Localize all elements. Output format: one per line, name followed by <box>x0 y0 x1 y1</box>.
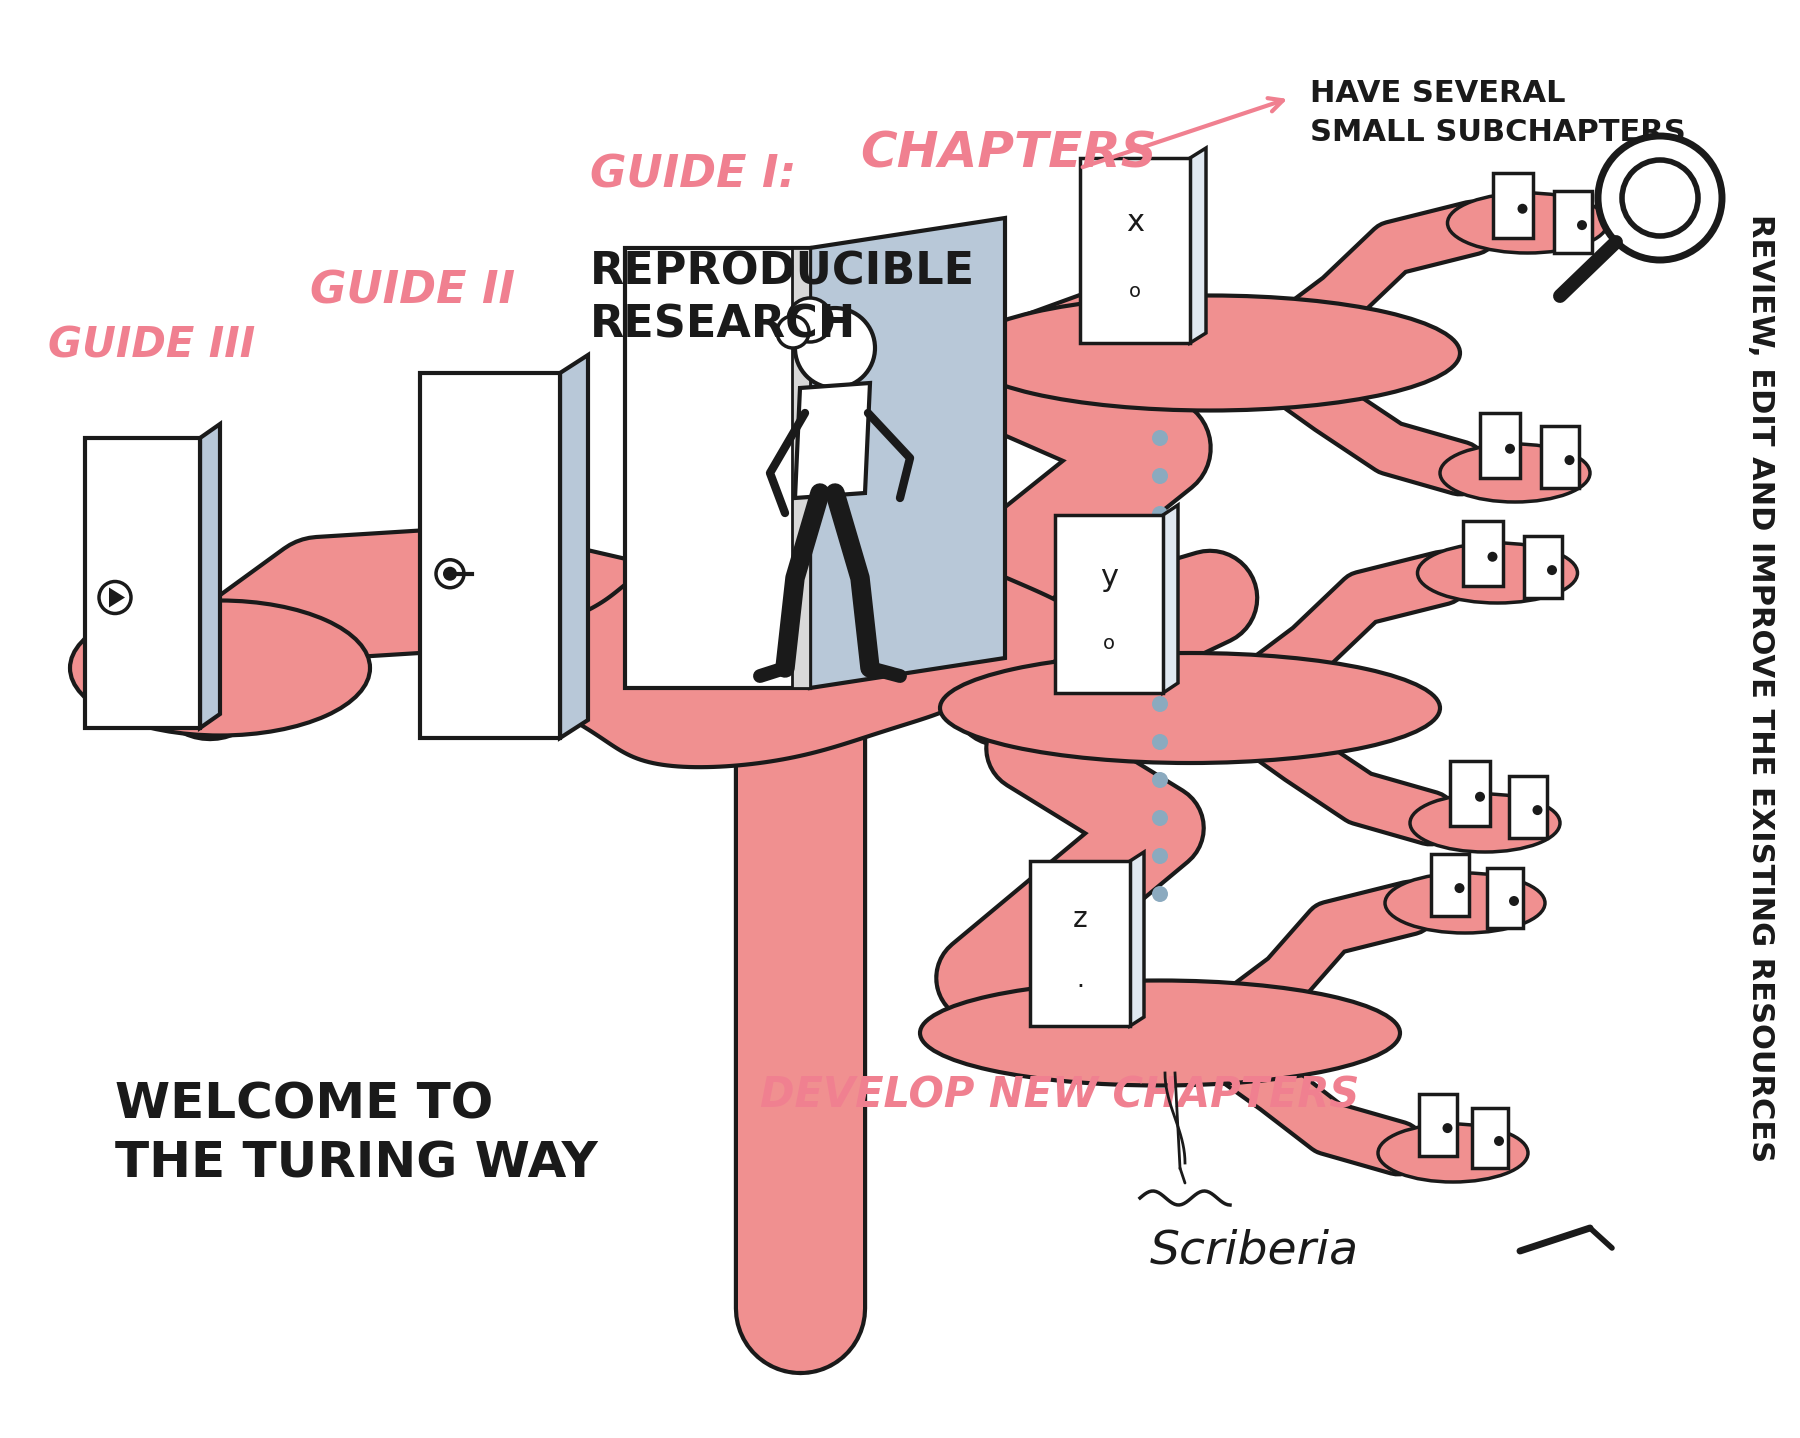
Text: o: o <box>1129 282 1141 301</box>
Circle shape <box>1598 137 1723 260</box>
Circle shape <box>1487 552 1498 562</box>
Polygon shape <box>1163 505 1177 693</box>
Text: GUIDE II: GUIDE II <box>310 269 515 312</box>
Text: o: o <box>1103 634 1114 653</box>
Bar <box>792 247 810 687</box>
Circle shape <box>1152 733 1168 751</box>
Bar <box>625 247 810 687</box>
Text: REVIEW, EDIT AND IMPROVE THE EXISTING RESOURCES: REVIEW, EDIT AND IMPROVE THE EXISTING RE… <box>1746 214 1775 1162</box>
Polygon shape <box>110 588 124 607</box>
Circle shape <box>1564 454 1575 464</box>
Circle shape <box>1152 467 1168 485</box>
Text: WELCOME TO
THE TURING WAY: WELCOME TO THE TURING WAY <box>115 1080 598 1188</box>
Bar <box>1523 536 1562 598</box>
Polygon shape <box>200 424 220 728</box>
Bar <box>1508 777 1546 838</box>
Circle shape <box>1152 696 1168 712</box>
Ellipse shape <box>1447 193 1607 253</box>
Text: x: x <box>1127 209 1145 237</box>
Circle shape <box>1454 883 1465 893</box>
Circle shape <box>1517 204 1528 214</box>
Circle shape <box>788 298 832 342</box>
Circle shape <box>443 567 457 581</box>
Text: GUIDE I:: GUIDE I: <box>590 154 796 197</box>
Text: HAVE SEVERAL
SMALL SUBCHAPTERS: HAVE SEVERAL SMALL SUBCHAPTERS <box>1310 79 1687 147</box>
Bar <box>1080 158 1190 344</box>
Bar <box>1480 413 1519 477</box>
Circle shape <box>1152 848 1168 864</box>
Polygon shape <box>1190 148 1206 344</box>
Circle shape <box>1577 220 1588 230</box>
Circle shape <box>796 308 875 388</box>
Circle shape <box>1152 659 1168 674</box>
Circle shape <box>1152 430 1168 446</box>
Circle shape <box>1152 506 1168 522</box>
Text: .: . <box>1076 968 1084 992</box>
Circle shape <box>1546 565 1557 575</box>
Ellipse shape <box>1379 1125 1528 1182</box>
Bar <box>1492 173 1532 239</box>
Circle shape <box>1152 772 1168 788</box>
Ellipse shape <box>1384 873 1544 933</box>
Bar <box>1472 1109 1508 1168</box>
Text: z: z <box>1073 905 1087 933</box>
Polygon shape <box>810 219 1004 687</box>
Bar <box>1451 761 1490 825</box>
Circle shape <box>1152 886 1168 902</box>
Ellipse shape <box>959 295 1460 410</box>
Circle shape <box>1152 544 1168 559</box>
Bar <box>419 372 560 738</box>
Polygon shape <box>491 538 1089 766</box>
Text: REPRODUCIBLE
RESEARCH: REPRODUCIBLE RESEARCH <box>590 250 976 347</box>
Bar <box>1462 521 1503 587</box>
Circle shape <box>1474 792 1485 802</box>
Text: Scriberia: Scriberia <box>1150 1228 1359 1273</box>
Ellipse shape <box>920 981 1400 1086</box>
Polygon shape <box>1130 851 1145 1025</box>
Circle shape <box>1494 1136 1505 1146</box>
Bar <box>1553 191 1591 253</box>
Circle shape <box>1622 160 1697 236</box>
Text: CHAPTERS: CHAPTERS <box>860 129 1157 178</box>
Circle shape <box>1508 896 1519 906</box>
Bar <box>1418 1094 1456 1156</box>
Ellipse shape <box>1409 794 1561 851</box>
Circle shape <box>1532 805 1543 815</box>
Circle shape <box>1152 810 1168 825</box>
Circle shape <box>1505 444 1516 454</box>
Ellipse shape <box>940 653 1440 764</box>
Circle shape <box>1442 1123 1453 1133</box>
Bar <box>1431 854 1469 916</box>
Bar <box>1055 515 1163 693</box>
Text: DEVELOP NEW CHAPTERS: DEVELOP NEW CHAPTERS <box>760 1076 1359 1117</box>
Ellipse shape <box>1418 544 1577 603</box>
Bar <box>1030 861 1130 1025</box>
Circle shape <box>436 559 464 588</box>
Ellipse shape <box>1440 444 1589 502</box>
Circle shape <box>99 581 131 614</box>
Circle shape <box>1152 620 1168 636</box>
Text: y: y <box>1100 562 1118 592</box>
Text: GUIDE III: GUIDE III <box>49 325 256 367</box>
Circle shape <box>1152 582 1168 598</box>
Polygon shape <box>796 383 869 498</box>
Ellipse shape <box>70 601 371 735</box>
Bar <box>1541 426 1579 487</box>
Circle shape <box>778 316 808 348</box>
Bar <box>1487 869 1523 928</box>
Bar <box>85 439 200 728</box>
Polygon shape <box>560 355 589 738</box>
